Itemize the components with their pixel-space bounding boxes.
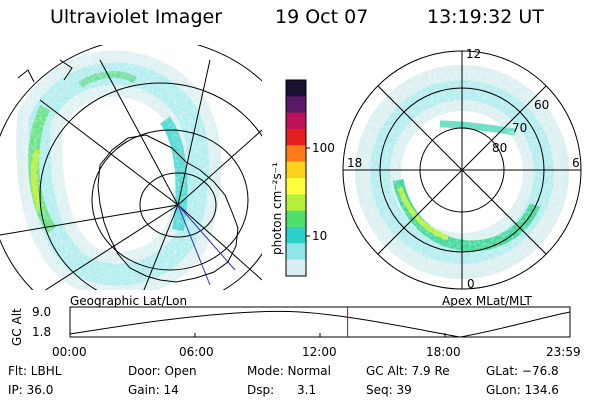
colorbar-tick-100: 100 <box>312 141 335 155</box>
pole-lines <box>177 204 236 286</box>
timeline-xtick-2359: 23:59 <box>546 345 581 359</box>
colorbar-band <box>286 161 306 179</box>
timeline-ytick-high: 9.0 <box>32 305 52 319</box>
colorbar-band <box>286 129 306 146</box>
colorbar-band <box>286 227 306 244</box>
coast-fragment <box>17 69 35 83</box>
status-flt: Flt: LBHL <box>8 364 62 378</box>
status-seq: Seq: 39 <box>366 383 412 397</box>
status-gcalt: GC Alt: 7.9 Re <box>366 364 450 378</box>
apex-caption: Apex MLat/MLT <box>442 294 532 308</box>
colorbar-band <box>286 178 306 195</box>
antarctica-coastline <box>97 134 239 283</box>
colorbar-band <box>286 210 306 228</box>
mlat-label-60: 60 <box>534 98 550 112</box>
colorbar-tick-10: 10 <box>312 229 328 243</box>
status-door: Door: Open <box>128 364 197 378</box>
status-gain: Gain: 14 <box>128 383 179 397</box>
timeline-xtick-1800: 18:00 <box>426 345 461 359</box>
status-ip: IP: 36.0 <box>8 383 54 397</box>
colorbar <box>285 79 310 277</box>
geographic-map <box>0 45 262 290</box>
instrument-title: Ultraviolet Imager <box>50 6 223 28</box>
mlat-label-80: 80 <box>492 141 508 155</box>
colorbar-band <box>286 259 306 277</box>
image-date: 19 Oct 07 <box>275 6 369 28</box>
timeline-plot <box>69 306 571 338</box>
aurora-oval-left <box>16 50 222 290</box>
geographic-caption: Geographic Lat/Lon <box>70 294 188 308</box>
timeline-xtick-0600: 06:00 <box>179 345 214 359</box>
timeline-axis-label: GC Alt <box>10 308 24 346</box>
image-time: 13:19:32 UT <box>427 6 544 28</box>
status-mode: Mode: Normal <box>247 364 331 378</box>
mlt-label-6: 6 <box>572 156 580 170</box>
meridians <box>0 59 262 290</box>
colorbar-unit-label: photon cm⁻²s⁻¹ <box>270 162 284 255</box>
coast-fragment <box>59 59 73 81</box>
timeline-xtick-0000: 00:00 <box>52 345 87 359</box>
colorbar-band <box>286 96 306 114</box>
status-glat: GLat: −76.8 <box>486 364 559 378</box>
colorbar-frame <box>285 79 307 277</box>
colorbar-band <box>286 112 306 130</box>
mlt-label-12: 12 <box>466 47 482 61</box>
timeline-ytick-low: 1.8 <box>32 325 52 339</box>
status-glon: GLon: 134.6 <box>486 383 559 397</box>
colorbar-band <box>286 80 306 97</box>
timeline-xtick-1200: 12:00 <box>302 345 337 359</box>
colorbar-band <box>286 194 306 212</box>
lat-circles <box>0 45 262 290</box>
colorbar-band <box>286 243 306 261</box>
apex-map <box>342 50 582 290</box>
status-dsp: Dsp: 3.1 <box>247 383 317 397</box>
mlt-label-18: 18 <box>347 156 363 170</box>
colorbar-band <box>286 145 306 163</box>
mlt-label-0: 0 <box>467 277 475 291</box>
mlat-label-70: 70 <box>512 121 528 135</box>
